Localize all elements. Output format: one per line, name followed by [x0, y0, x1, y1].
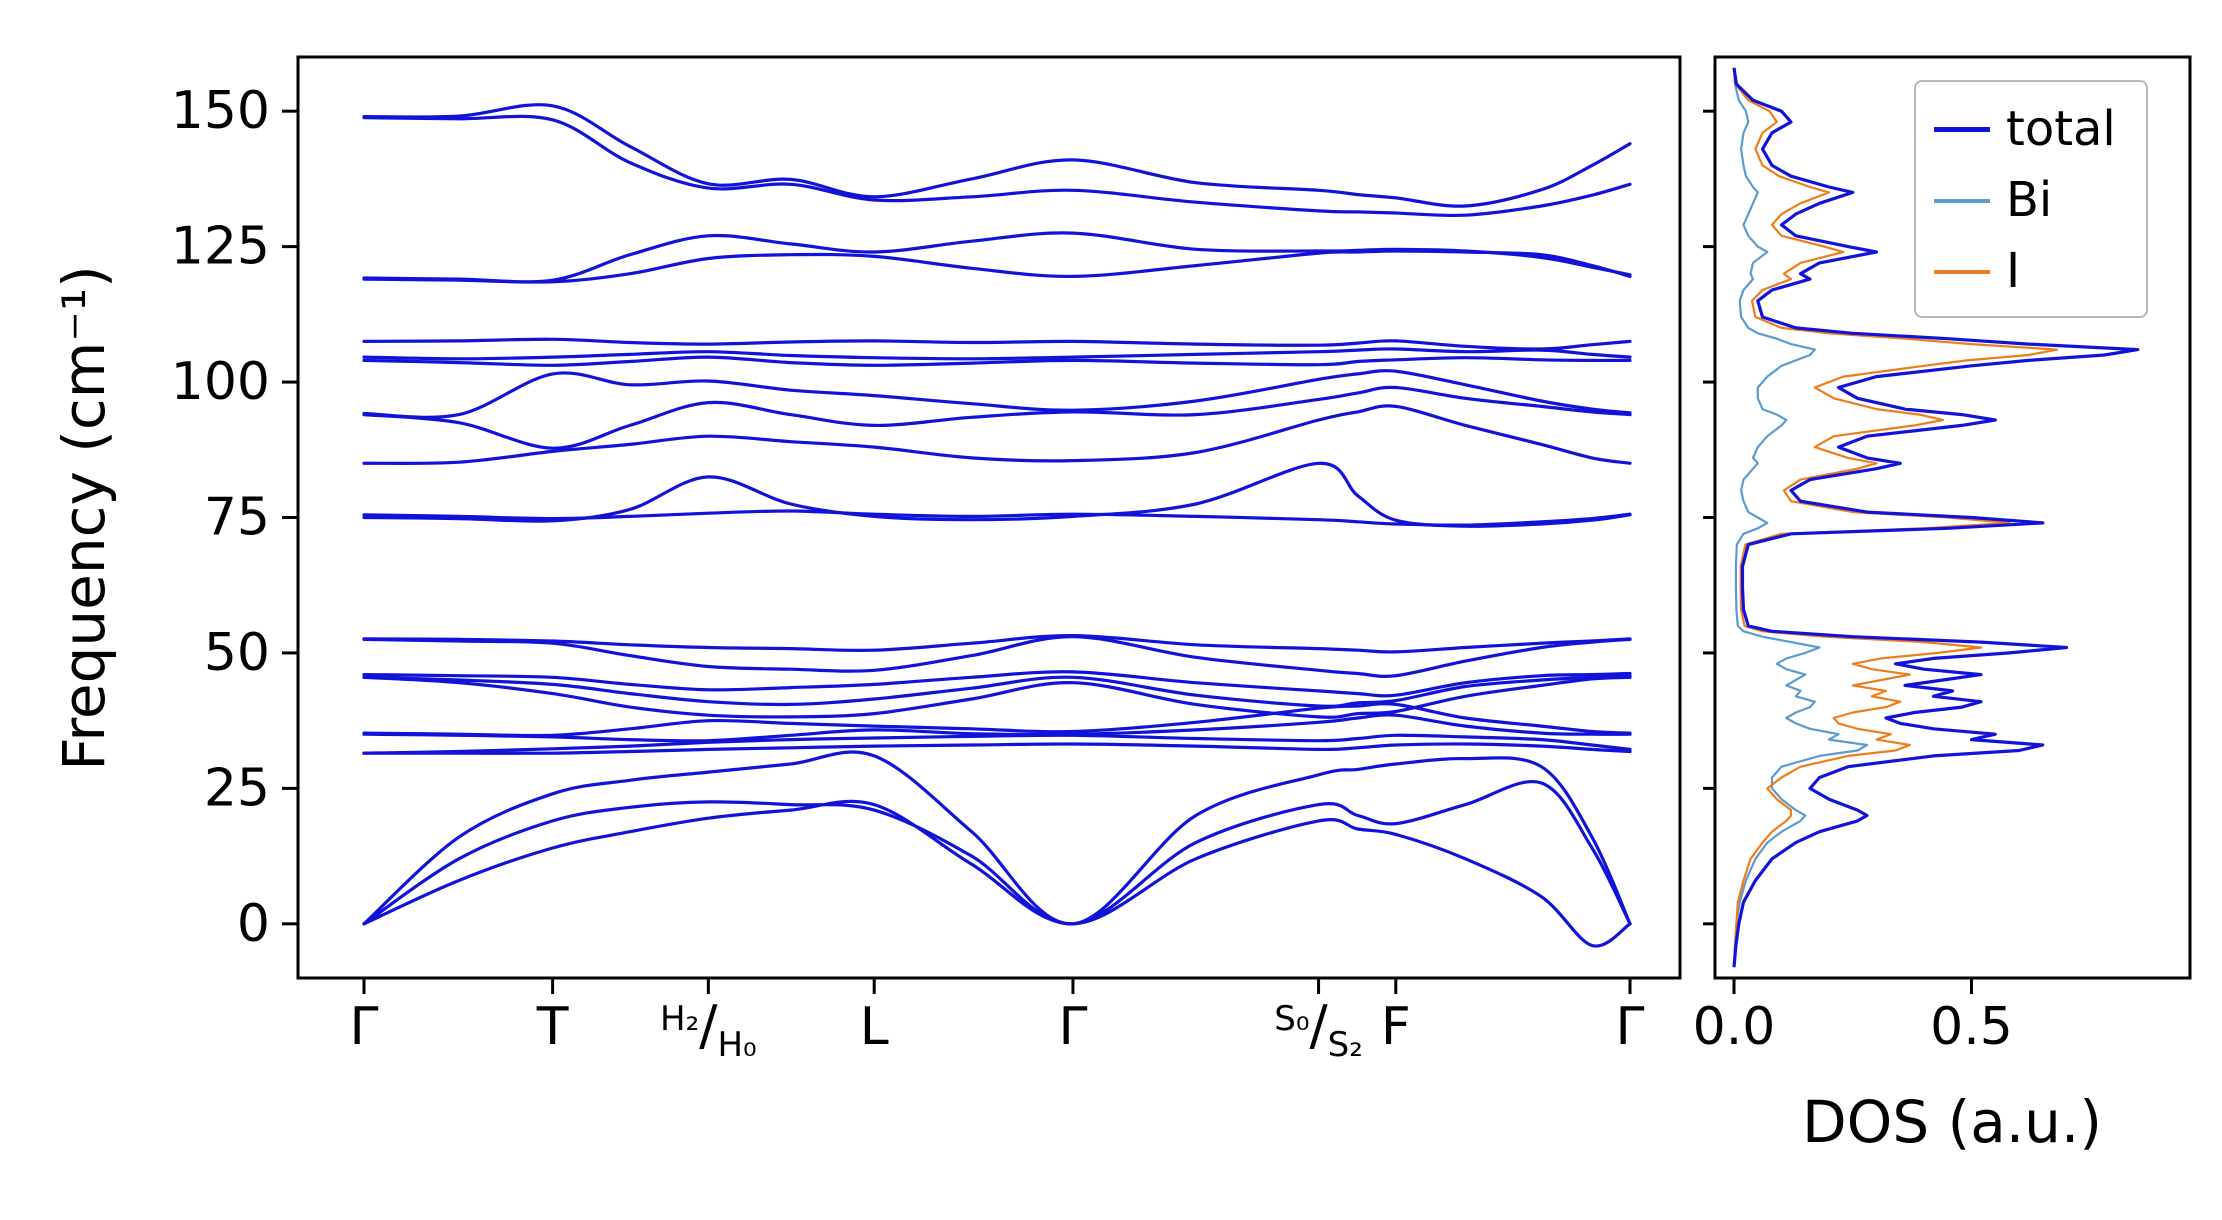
- y-tick-label: 75: [204, 488, 270, 548]
- y-tick-label: 150: [171, 81, 270, 141]
- phonon-band-7: [362, 702, 1632, 738]
- total-line-swatch: [1934, 127, 1990, 133]
- phonon-band-4: [362, 742, 1632, 755]
- k-tick-label: Γ: [1058, 997, 1087, 1057]
- phonon-band-10: [362, 670, 1632, 698]
- phonon-band-22: [362, 231, 1632, 284]
- k-tick-label: H₂/H₀: [660, 994, 757, 1065]
- phonon-band-8: [362, 675, 1632, 719]
- phonon-band-9: [362, 674, 1632, 708]
- dos-legend: total Bi I: [1914, 80, 2148, 318]
- phonon-band-18: [362, 355, 1632, 367]
- frequency-axis-label: Frequency (cm⁻¹): [50, 265, 118, 771]
- bi-line-swatch: [1934, 198, 1990, 203]
- phonon-band-15: [362, 404, 1632, 466]
- legend-label-i: I: [2006, 243, 2021, 300]
- phonon-band-6: [362, 713, 1632, 743]
- phonon-band-24: [362, 103, 1632, 208]
- dos-axis-label: DOS (a.u.): [1802, 1088, 2102, 1156]
- legend-label-total: total: [2006, 101, 2116, 157]
- k-tick-label: Γ: [350, 997, 379, 1057]
- legend-entry-total: total: [1916, 94, 2146, 165]
- k-tick-label: Γ: [1616, 997, 1645, 1057]
- phonon-band-14: [362, 509, 1632, 527]
- phonon-band-16: [362, 385, 1632, 450]
- phonon-band-19: [362, 347, 1632, 361]
- k-tick-label: S₀/S₂: [1274, 994, 1363, 1065]
- k-tick-label: L: [860, 997, 889, 1057]
- legend-entry-i: I: [1916, 236, 2146, 307]
- y-tick-label: 50: [204, 623, 270, 683]
- y-tick-label: 25: [204, 758, 270, 818]
- dos-x-tick-label: 0.0: [1693, 997, 1776, 1057]
- phonon-band-23: [362, 114, 1632, 218]
- phonon-band-17: [362, 369, 1632, 419]
- k-tick-label: F: [1381, 997, 1411, 1057]
- phonon-band-12: [362, 633, 1632, 654]
- legend-entry-bi: Bi: [1916, 165, 2146, 236]
- phonon-band-21: [362, 249, 1632, 284]
- phonon-band-2: [362, 780, 1632, 926]
- y-tick-label: 0: [237, 894, 270, 954]
- i-line-swatch: [1934, 269, 1990, 274]
- y-tick-label: 100: [171, 352, 270, 412]
- phonon-band-20: [362, 337, 1632, 351]
- dos-total-curve: [1732, 67, 2140, 968]
- dos-x-tick-label: 0.5: [1930, 997, 2013, 1057]
- y-tick-label: 125: [171, 217, 270, 277]
- dos-bi-curve: [1732, 67, 1869, 968]
- phonon-band-3: [362, 750, 1632, 926]
- k-tick-label: T: [536, 997, 569, 1057]
- legend-label-bi: Bi: [2006, 172, 2053, 229]
- phonon-band-11: [362, 635, 1632, 678]
